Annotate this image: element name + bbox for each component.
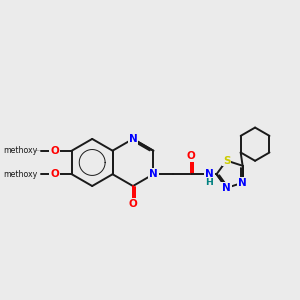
Text: H: H	[206, 178, 213, 187]
Text: O: O	[129, 199, 137, 209]
Text: N: N	[149, 169, 158, 179]
Text: methoxy: methoxy	[3, 146, 38, 155]
Text: N: N	[222, 183, 231, 193]
Text: S: S	[223, 155, 230, 166]
Text: N: N	[129, 134, 137, 144]
Text: methoxy: methoxy	[36, 150, 43, 151]
Text: methoxy: methoxy	[3, 170, 38, 179]
Text: O: O	[50, 146, 59, 156]
Text: O: O	[187, 151, 196, 161]
Text: N: N	[205, 169, 214, 179]
Text: O: O	[50, 169, 59, 179]
Text: N: N	[238, 178, 247, 188]
